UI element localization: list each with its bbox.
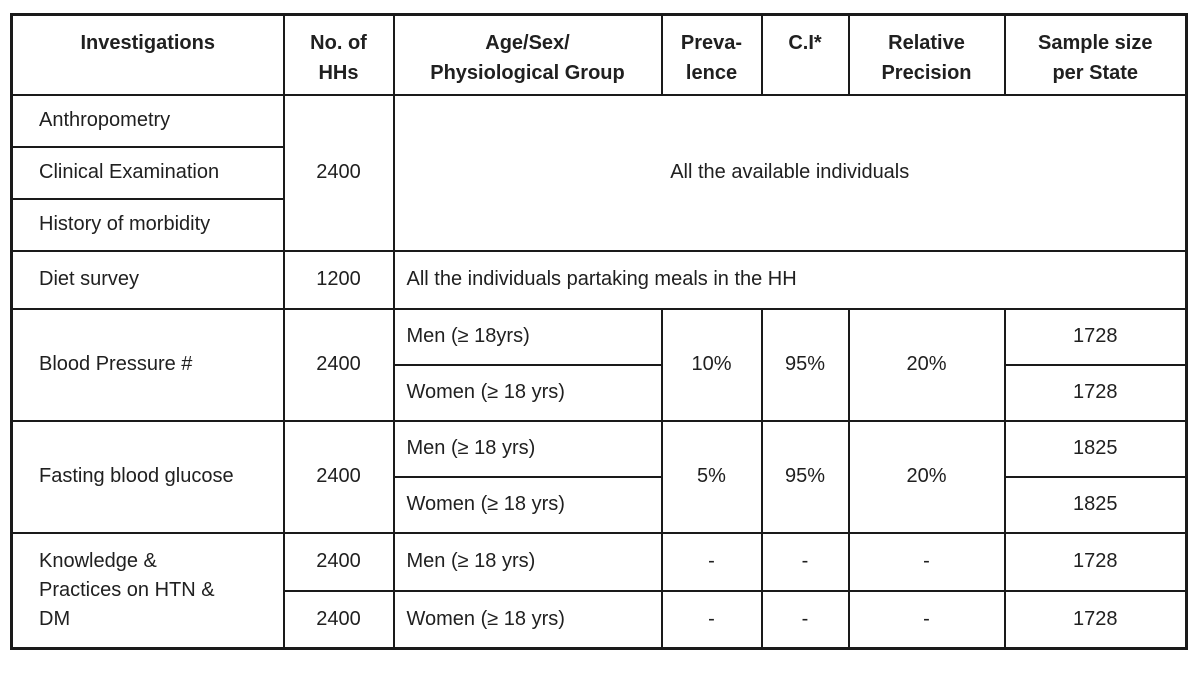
cell-investigation-anthropometry: Anthropometry [10, 93, 285, 148]
cell-hhs-fasting-glucose: 2400 [282, 419, 395, 534]
cell-group-all-available-individuals: All the available individuals [392, 93, 1188, 252]
cell-prevalence-knowledge-women: - [660, 589, 763, 650]
col-header-age-sex-group: Age/Sex/ Physiological Group [392, 13, 663, 96]
cell-ci-fbg: 95% [760, 419, 850, 534]
cell-group-knowledge-women: Women (≥ 18 yrs) [392, 589, 663, 650]
cell-hhs-blood-pressure: 2400 [282, 307, 395, 422]
cell-sample-bp-women: 1728 [1003, 363, 1188, 422]
cell-ci-bp: 95% [760, 307, 850, 422]
col-header-no-of-hhs: No. of HHs [282, 13, 395, 96]
cell-group-fbg-men: Men (≥ 18 yrs) [392, 419, 663, 478]
cell-hhs-knowledge-women: 2400 [282, 589, 395, 650]
row-fasting-glucose-men: Fasting blood glucose 2400 Men (≥ 18 yrs… [10, 419, 1188, 534]
header-row: Investigations No. of HHs Age/Sex/ Physi… [10, 13, 1188, 96]
cell-prevalence-knowledge-men: - [660, 531, 763, 592]
cell-sample-knowledge-men: 1728 [1003, 531, 1188, 592]
cell-investigation-fasting-glucose: Fasting blood glucose [10, 419, 285, 534]
cell-sample-bp-men: 1728 [1003, 307, 1188, 366]
cell-sample-fbg-women: 1825 [1003, 475, 1188, 534]
cell-group-fbg-women: Women (≥ 18 yrs) [392, 475, 663, 534]
col-header-prevalence: Preva- lence [660, 13, 763, 96]
row-blood-pressure-women: Women (≥ 18 yrs) 1728 [12, 363, 1188, 422]
col-header-relative-precision: Relative Precision [847, 13, 1006, 96]
cell-ci-knowledge-women: - [760, 589, 850, 650]
cell-relative-precision-fbg: 20% [847, 419, 1006, 534]
cell-group-bp-men: Men (≥ 18yrs) [392, 307, 663, 366]
cell-investigation-clinical-examination: Clinical Examination [10, 145, 285, 200]
cell-group-bp-women: Women (≥ 18 yrs) [392, 363, 663, 422]
cell-sample-fbg-men: 1825 [1003, 419, 1188, 478]
col-header-ci: C.I* [760, 13, 850, 96]
row-diet-survey: Diet survey 1200 All the individuals par… [10, 249, 1188, 310]
col-header-sample-size: Sample size per State [1003, 13, 1188, 96]
row-clinical-examination: Clinical Examination [10, 145, 1187, 200]
cell-group-knowledge-men: Men (≥ 18 yrs) [392, 531, 663, 592]
row-knowledge-men: Knowledge & Practices on HTN & DM 2400 M… [10, 531, 1188, 650]
cell-investigation-knowledge-practices: Knowledge & Practices on HTN & DM [10, 531, 285, 650]
cell-prevalence-fbg: 5% [660, 419, 763, 534]
cell-hhs-knowledge-men: 2400 [282, 531, 395, 592]
cell-group-partaking-meals: All the individuals partaking meals in t… [392, 249, 1188, 310]
cell-investigation-history-of-morbidity: History of morbidity [10, 197, 285, 252]
row-fasting-glucose-women: Women (≥ 18 yrs) 1825 [12, 475, 1188, 534]
cell-hhs-diet-survey: 1200 [282, 249, 395, 310]
cell-hhs-anthropometry-group: 2400 [282, 93, 395, 252]
survey-sampling-design-table: Investigations No. of HHs Age/Sex/ Physi… [10, 13, 1188, 650]
col-header-investigations: Investigations [10, 13, 285, 96]
cell-ci-knowledge-men: - [760, 531, 850, 592]
cell-relative-precision-bp: 20% [847, 307, 1006, 422]
cell-relative-precision-knowledge-women: - [847, 589, 1006, 650]
row-blood-pressure-men: Blood Pressure # 2400 Men (≥ 18yrs) 10% … [10, 307, 1188, 422]
row-knowledge-women: 2400 Women (≥ 18 yrs) - - - 1728 [12, 589, 1188, 650]
cell-relative-precision-knowledge-men: - [847, 531, 1006, 592]
cell-prevalence-bp: 10% [660, 307, 763, 422]
row-anthropometry: Anthropometry 2400 All the available ind… [10, 93, 1188, 252]
row-history-of-morbidity: History of morbidity [10, 197, 1187, 252]
cell-investigation-diet-survey: Diet survey [10, 249, 285, 310]
cell-investigation-blood-pressure: Blood Pressure # [10, 307, 285, 422]
cell-sample-knowledge-women: 1728 [1003, 589, 1188, 650]
